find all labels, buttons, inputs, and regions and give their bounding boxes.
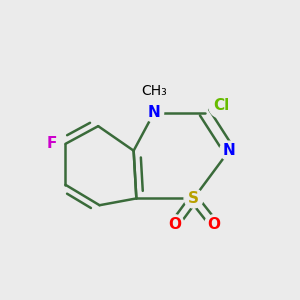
Text: Cl: Cl xyxy=(213,98,229,113)
Text: CH₃: CH₃ xyxy=(141,84,167,98)
Text: N: N xyxy=(223,143,236,158)
Text: N: N xyxy=(148,105,160,120)
Text: S: S xyxy=(188,191,199,206)
Circle shape xyxy=(208,93,233,118)
Circle shape xyxy=(165,215,184,234)
Text: F: F xyxy=(46,136,57,152)
Circle shape xyxy=(220,141,238,160)
Circle shape xyxy=(205,215,224,234)
Circle shape xyxy=(145,103,164,122)
Circle shape xyxy=(184,189,203,208)
Text: O: O xyxy=(168,217,181,232)
Text: O: O xyxy=(208,217,220,232)
Circle shape xyxy=(42,134,62,153)
